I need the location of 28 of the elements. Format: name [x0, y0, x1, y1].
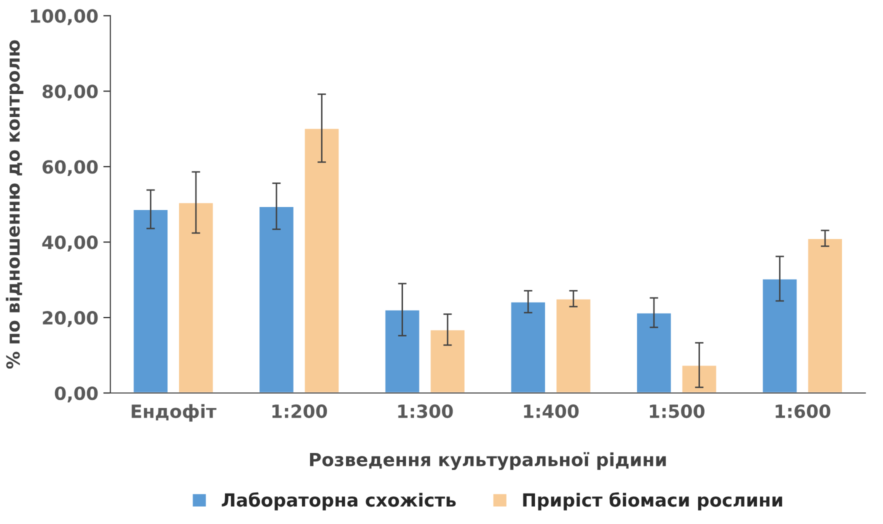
x-tick-label: 1:400: [524, 404, 579, 418]
bar: [636, 312, 672, 393]
x-tick-label: 1:200: [272, 404, 327, 418]
y-axis-title: % по відношенню до контролю: [6, 40, 24, 369]
x-tick-label: Ендофіт: [132, 404, 216, 422]
x-tick-label: 1:600: [776, 404, 830, 418]
y-tick-label: 100,00: [30, 9, 98, 26]
legend-label: Приріст біомаси рослини: [523, 492, 782, 510]
bar: [806, 238, 844, 393]
x-axis-title: Розведення культуральної рідини: [310, 452, 666, 470]
bar: [555, 298, 592, 393]
y-tick-label: 20,00: [42, 311, 98, 327]
y-tick-label: 0,00: [54, 386, 98, 402]
bar: [429, 328, 466, 393]
bar: [178, 202, 214, 393]
legend-label: Лабораторна схожість: [222, 492, 456, 510]
y-tick-label: 40,00: [42, 236, 98, 252]
x-tick-label: 1:300: [398, 404, 453, 418]
bar: [303, 127, 340, 393]
bar: [384, 308, 421, 393]
bar: [132, 208, 169, 393]
bar: [510, 301, 546, 393]
bar: [258, 206, 295, 393]
bar: [761, 278, 798, 393]
bar: [680, 364, 718, 393]
y-tick-label: 60,00: [42, 160, 98, 176]
x-tick-label: 1:500: [650, 404, 704, 418]
y-tick-label: 80,00: [42, 84, 98, 101]
